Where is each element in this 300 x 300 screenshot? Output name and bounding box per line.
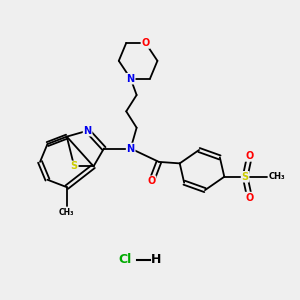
Text: S: S [242,172,249,182]
Text: S: S [70,161,78,171]
Text: N: N [127,74,135,84]
Text: O: O [245,151,254,161]
Text: CH₃: CH₃ [269,172,286,181]
Text: O: O [141,38,150,48]
Text: Cl: Cl [118,254,131,266]
Text: O: O [147,176,156,186]
Text: CH₃: CH₃ [59,208,74,217]
Text: N: N [127,143,135,154]
Text: N: N [83,126,92,136]
Text: O: O [245,193,254,202]
Text: H: H [152,254,162,266]
